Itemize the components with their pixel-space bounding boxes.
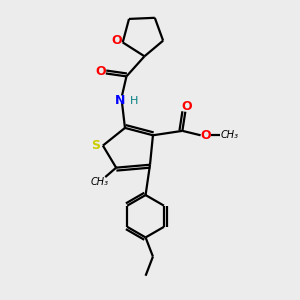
- Text: N: N: [116, 94, 126, 107]
- Text: O: O: [182, 100, 192, 113]
- Text: S: S: [91, 139, 100, 152]
- Text: O: O: [201, 129, 211, 142]
- Text: O: O: [111, 34, 122, 47]
- Text: H: H: [130, 95, 139, 106]
- Text: O: O: [95, 65, 106, 79]
- Text: CH₃: CH₃: [91, 177, 109, 188]
- Text: CH₃: CH₃: [221, 130, 239, 140]
